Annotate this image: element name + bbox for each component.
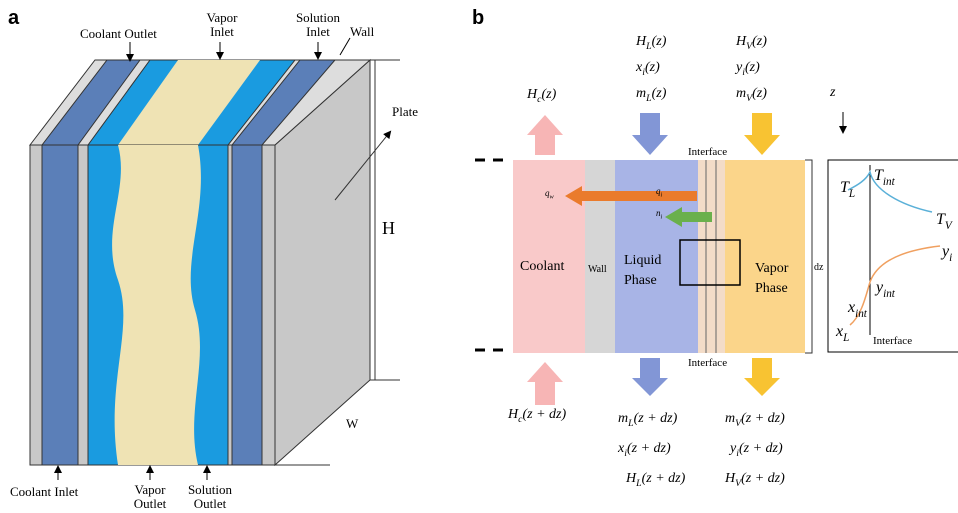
symbol-part: L [842,332,849,344]
arrow [632,358,668,396]
symbol-part: x [847,299,855,316]
annotation: dz [814,262,824,273]
arrow [744,358,780,396]
annotation: Solution [296,10,341,25]
coolant-channel [232,145,262,465]
symbol-label: mV(z + dz) [725,411,785,429]
symbol-part: (z) [752,34,767,49]
symbol-part: (z + dz) [741,471,785,486]
symbol-label: HL(z + dz) [625,471,686,489]
panel-b: b z Interface Interface Coolant Wall Liq… [472,7,958,405]
annotation: Solution [188,482,233,497]
annotation: W [346,416,359,431]
annotation: Plate [392,104,418,119]
symbol-label: mV(z) [736,86,767,104]
annotation: H [382,218,395,238]
symbol-part: m [736,86,746,101]
symbol-label: mL(z) [636,86,667,104]
symbol-part: (z + dz) [741,411,785,426]
panel-label: b [472,7,484,29]
dz-bracket [805,160,812,353]
symbol-part: (z) [541,87,556,102]
annotation: Wall [350,24,375,39]
symbol-label: xi(z) [635,60,660,78]
symbol-part: (z + dz) [634,411,678,426]
region-label: Phase [624,273,657,288]
symbol-part: i [949,252,952,264]
symbol-part: m [618,411,628,426]
symbol-label: Hc(z + dz) [507,407,566,425]
symbol-part: (z) [745,60,760,75]
symbol-part: L [848,188,855,200]
region-label: Coolant [520,259,564,274]
annotation: Vapor [134,482,166,497]
annotation: Outlet [194,496,227,511]
annotation: Inlet [210,24,234,39]
symbol-part: int [883,176,896,188]
symbol-label: HL(z) [635,34,667,52]
annotation: Coolant Outlet [80,26,157,41]
panel-a: a Coolant Outlet Vapor Inlet Solution In… [8,7,418,511]
annotation: Interface [873,335,912,347]
symbol-label: mL(z + dz) [618,411,678,429]
symbol-part: int [883,288,896,300]
interface-region [698,160,725,353]
axis-label: z [829,85,836,100]
arrow [527,115,563,155]
region-label: Vapor [755,261,789,276]
symbol-part: i [661,214,663,221]
symbol-label: HV(z) [735,34,767,52]
symbol-part: (z) [645,60,660,75]
vapor-region [725,160,805,353]
panel-label: a [8,7,20,29]
symbol-part: V [945,220,953,232]
symbol-part: i [661,192,663,199]
vapor-channel [112,145,201,465]
symbol-part: (z) [652,34,667,49]
symbol-part: int [855,308,868,320]
coolant-channel [42,145,78,465]
symbol-part: (z) [652,86,667,101]
symbol-part: x [835,323,843,340]
symbol-part: m [725,411,735,426]
symbol-part: (z + dz) [739,441,783,456]
region-label: Liquid [624,253,661,268]
symbol-part: m [636,86,646,101]
symbol-label: HV(z + dz) [724,471,785,489]
symbol-label: yi(z) [734,60,760,78]
symbol-part: (z + dz) [522,407,566,422]
symbol-label: xi(z + dz) [617,441,671,459]
region-label: Phase [755,281,788,296]
symbol-part: (z + dz) [627,441,671,456]
annotation: Vapor [206,10,238,25]
figure: a Coolant Outlet Vapor Inlet Solution In… [0,0,958,513]
annotation: Coolant Inlet [10,484,79,499]
arrow [744,113,780,155]
region-label: Wall [588,264,607,275]
arrow [632,113,668,155]
annotation: Interface [688,357,727,369]
symbol-label: Hc(z) [526,87,557,105]
symbol-part: (z + dz) [642,471,686,486]
symbol-part: (z) [752,86,767,101]
wall-region [585,160,615,353]
annotation: Interface [688,146,727,158]
arrow [527,362,563,405]
annotation: Inlet [306,24,330,39]
pointer [340,38,350,55]
annotation: Outlet [134,496,167,511]
symbol-label: yi(z + dz) [728,441,783,459]
